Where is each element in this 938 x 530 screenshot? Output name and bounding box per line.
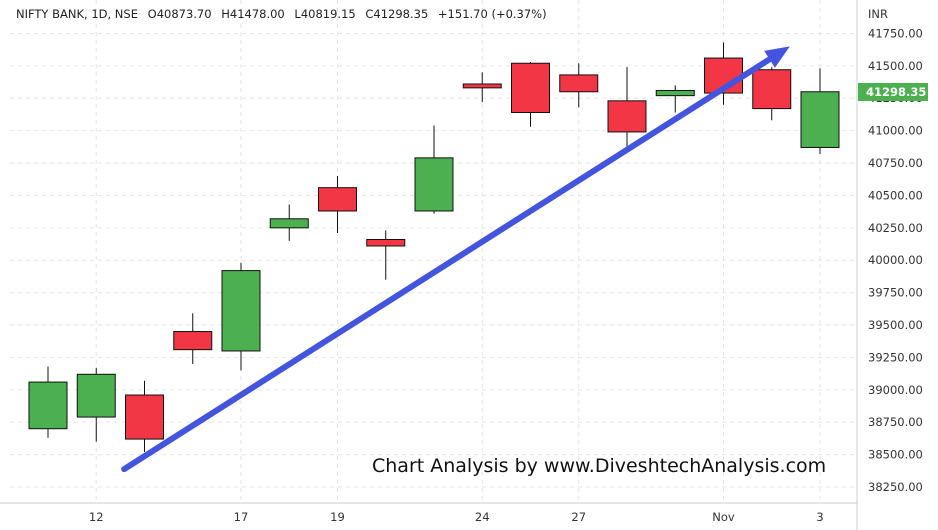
candle-body: [655, 89, 695, 97]
candle: [269, 204, 309, 241]
trend-arrow-layer: [121, 46, 790, 473]
high-value: H41478.00: [221, 7, 285, 21]
candle: [800, 68, 840, 154]
y-tick-label: 40000.00: [868, 253, 923, 267]
candle: [655, 85, 695, 113]
candle: [318, 176, 357, 234]
x-tick-label: 19: [330, 510, 345, 524]
trend-arrow-shaft: [121, 56, 773, 473]
x-tick-label: 27: [571, 510, 586, 524]
candle: [414, 125, 454, 214]
y-tick-label: 39000.00: [868, 383, 923, 397]
last-price-label: 41298.35: [866, 85, 926, 99]
candle-body: [800, 91, 840, 148]
low-value: L40819.15: [294, 7, 355, 21]
y-tick-label: 38500.00: [868, 448, 923, 462]
watermark-text: Chart Analysis by www.DiveshtechAnalysis…: [372, 455, 826, 477]
y-tick-label: 41750.00: [868, 26, 923, 40]
chart-header: NIFTY BANK, 1D, NSE O40873.70 H41478.00 …: [16, 7, 547, 21]
candle: [462, 72, 502, 103]
x-tick-label: 3: [816, 510, 823, 524]
candle-body: [76, 373, 116, 418]
last-price-badge-bg: [858, 82, 928, 101]
candle: [559, 63, 599, 108]
trend-arrow-head: [764, 46, 790, 68]
x-tick-label: 24: [475, 510, 490, 524]
candle-body: [28, 381, 68, 430]
candle: [221, 262, 261, 371]
candle-body: [269, 218, 309, 229]
y-tick-label: 39750.00: [868, 286, 923, 300]
candle: [125, 380, 164, 453]
candle-body: [462, 83, 502, 89]
x-tick-label: 17: [234, 510, 249, 524]
y-tick-label: 38250.00: [868, 480, 923, 494]
x-tick-label: Nov: [712, 510, 735, 524]
candle-body: [366, 239, 406, 247]
candle-body: [125, 394, 164, 440]
x-tick-label: 12: [89, 510, 104, 524]
symbol-line: NIFTY BANK, 1D, NSE: [16, 7, 138, 21]
candle-body: [607, 100, 647, 133]
y-tick-label: 39500.00: [868, 318, 923, 332]
y-tick-label: 41000.00: [868, 124, 923, 138]
y-tick-label: 39250.00: [868, 350, 923, 364]
candle-body: [752, 69, 792, 110]
candle-body: [221, 270, 261, 352]
candle-body: [511, 62, 550, 113]
y-tick-label: 41500.00: [868, 59, 923, 73]
y-tick-label: 40250.00: [868, 221, 923, 235]
y-tick-label: 40500.00: [868, 188, 923, 202]
open-value: O40873.70: [148, 7, 212, 21]
y-tick-label: 40750.00: [868, 156, 923, 170]
candle: [607, 67, 647, 149]
candle: [752, 67, 792, 121]
y-axis-unit-label: INR: [868, 7, 888, 21]
candle: [366, 230, 406, 280]
y-tick-label: 38750.00: [868, 415, 923, 429]
candle: [511, 61, 550, 127]
candle-layer: [28, 42, 840, 453]
candle-body: [173, 331, 213, 351]
candle: [173, 313, 213, 364]
candle-body: [559, 74, 599, 93]
candle: [28, 366, 68, 438]
close-value: C41298.35: [365, 7, 428, 21]
change-value: +151.70 (+0.37%): [438, 7, 547, 21]
candle: [76, 367, 116, 442]
candle-body: [318, 187, 357, 212]
candle-body: [414, 157, 454, 212]
last-price-badge: 41298.35: [858, 82, 928, 101]
